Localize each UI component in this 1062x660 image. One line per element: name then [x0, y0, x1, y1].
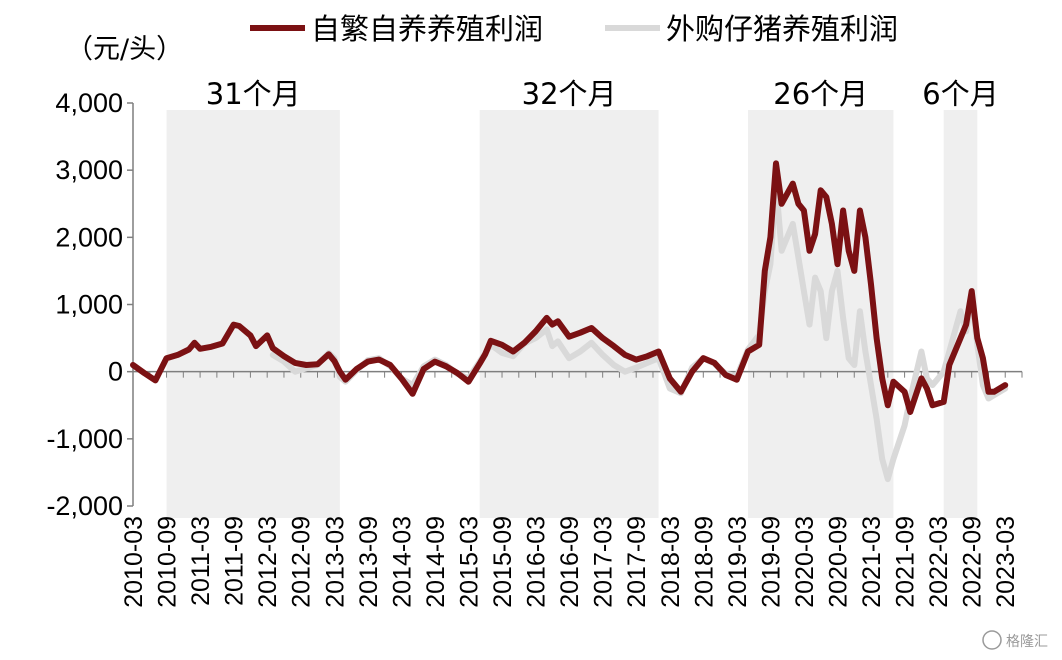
shaded-period-1 — [479, 110, 659, 518]
shaded-period-label-3: 6个月 — [922, 77, 998, 111]
legend-label-purchased-piglet: 外购仔猪养殖利润 — [666, 12, 898, 46]
x-tick-label: 2021-03 — [858, 516, 886, 608]
x-tick-label: 2023-03 — [992, 516, 1020, 608]
y-tick-label: 0 — [108, 357, 123, 387]
x-tick-label: 2016-09 — [556, 516, 584, 608]
y-tick-label: -2,000 — [46, 491, 123, 521]
series-layer — [130, 160, 1009, 483]
x-tick-label: 2012-03 — [254, 516, 282, 608]
x-tick-label: 2014-03 — [388, 516, 416, 608]
x-tick-label: 2015-03 — [455, 516, 483, 608]
x-tick-label: 2017-09 — [623, 516, 651, 608]
shaded-period-0 — [166, 110, 340, 518]
axes: -2,000 -1,000 0 1,000 2,000 3,000 4,000 2010-03… — [46, 88, 1023, 608]
x-tick-label: 2012-09 — [288, 516, 316, 608]
x-tick-label: 2015-09 — [489, 516, 517, 608]
y-tick-label: 1,000 — [55, 290, 123, 320]
series-line-0 — [130, 160, 1009, 415]
x-tick-label: 2022-09 — [959, 516, 987, 608]
x-tick-label: 2021-09 — [892, 516, 920, 608]
shaded-period-label-1: 32个月 — [522, 77, 617, 111]
x-tick-label: 2018-03 — [657, 516, 685, 608]
x-tick-label: 2022-03 — [925, 516, 953, 608]
x-tick-label: 2011-09 — [221, 516, 249, 606]
y-tick-label: 3,000 — [55, 155, 123, 185]
x-tick-label: 2019-03 — [724, 516, 752, 608]
x-tick-label: 2010-09 — [154, 516, 182, 608]
x-tick-label: 2020-03 — [791, 516, 819, 608]
legend: 自繁自养养殖利润 外购仔猪养殖利润 — [250, 12, 898, 46]
x-tick-label: 2016-03 — [523, 516, 551, 608]
legend-label-self-breeding: 自繁自养养殖利润 — [311, 12, 543, 46]
x-tick-label: 2013-09 — [355, 516, 383, 608]
x-tick-label: 2014-09 — [422, 516, 450, 608]
watermark: 格隆汇 — [982, 630, 1048, 650]
y-tick-label: 2,000 — [55, 222, 123, 252]
shaded-period-label-2: 26个月 — [773, 77, 868, 111]
y-tick-label: -1,000 — [46, 424, 123, 454]
x-tick-label: 2010-03 — [120, 516, 148, 608]
watermark-logo-icon — [982, 630, 1002, 650]
x-tick-label: 2017-03 — [590, 516, 618, 608]
watermark-text: 格隆汇 — [1006, 634, 1048, 650]
y-tick-label: 4,000 — [55, 88, 123, 118]
x-tick-label: 2011-03 — [187, 516, 215, 606]
y-axis-unit-label: （元/头） — [66, 34, 183, 65]
x-tick-label: 2013-03 — [321, 516, 349, 608]
x-tick-label: 2020-09 — [824, 516, 852, 608]
shaded-period-label-0: 31个月 — [206, 77, 301, 111]
x-tick-label: 2018-09 — [690, 516, 718, 608]
x-tick-label: 2019-09 — [757, 516, 785, 608]
